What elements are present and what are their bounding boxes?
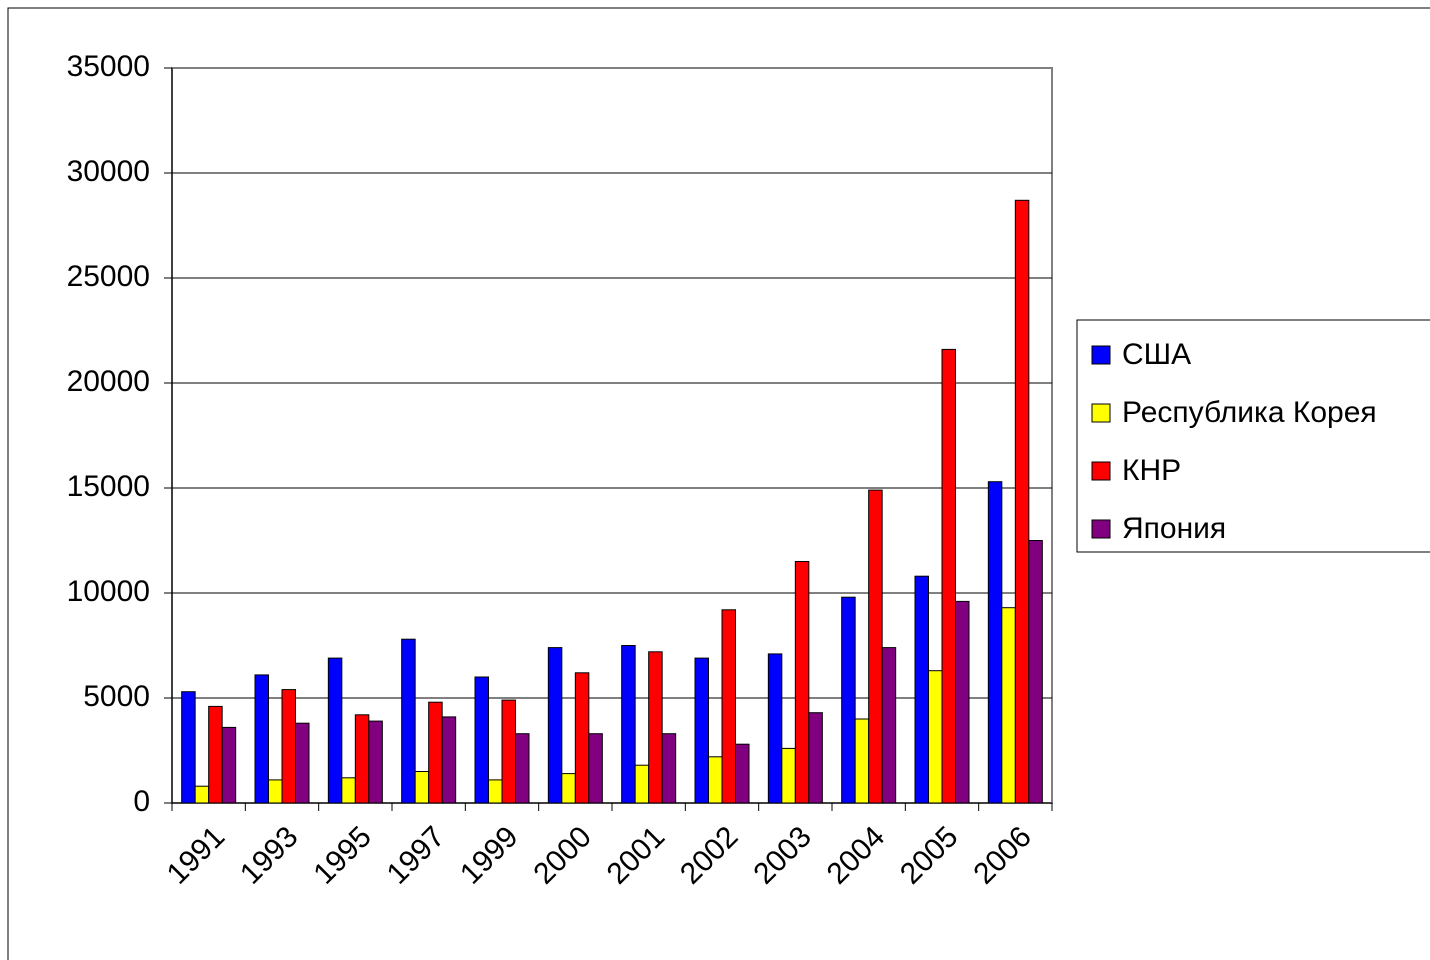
- bar: [928, 670, 943, 804]
- bar: [1001, 607, 1016, 804]
- bar: [221, 726, 237, 804]
- bar: [868, 489, 883, 804]
- bar: [881, 647, 897, 804]
- legend-label: Япония: [1122, 512, 1226, 545]
- bar: [1014, 199, 1030, 804]
- legend-swatch: [1091, 519, 1111, 539]
- bar: [428, 701, 443, 804]
- legend-swatch: [1091, 345, 1111, 365]
- bar: [588, 733, 603, 804]
- y-tick-label: 35000: [67, 50, 150, 83]
- legend-label: Республика Корея: [1122, 396, 1377, 429]
- bar: [574, 672, 590, 804]
- bar: [268, 779, 283, 804]
- bar: [327, 657, 343, 804]
- legend-label: США: [1122, 338, 1191, 371]
- bar: [474, 676, 489, 804]
- bar: [515, 733, 530, 804]
- bar: [735, 743, 750, 804]
- bar: [401, 638, 416, 804]
- bar: [194, 785, 210, 804]
- bar: [854, 718, 870, 804]
- bar: [501, 699, 516, 804]
- y-tick-label: 0: [133, 785, 150, 818]
- bar: [281, 689, 296, 804]
- bar: [721, 609, 736, 804]
- bar: [648, 651, 663, 804]
- bar: [414, 771, 430, 804]
- y-tick-label: 25000: [67, 260, 150, 293]
- y-tick-label: 20000: [67, 365, 150, 398]
- bar: [841, 596, 856, 804]
- bar: [808, 712, 823, 804]
- bar: [547, 647, 563, 804]
- bar: [708, 756, 723, 804]
- bar: [181, 691, 196, 804]
- bar: [208, 705, 223, 804]
- bar: [561, 773, 576, 804]
- bar: [634, 764, 650, 804]
- y-tick-label: 15000: [67, 470, 150, 503]
- legend-box: [1076, 319, 1430, 553]
- bar: [694, 657, 709, 804]
- bar: [621, 645, 636, 804]
- bar: [341, 777, 356, 804]
- bar: [955, 600, 970, 804]
- bar: [354, 714, 370, 804]
- bar: [794, 561, 810, 804]
- legend-swatch: [1091, 461, 1111, 481]
- y-tick-label: 10000: [67, 575, 150, 608]
- bar: [987, 481, 1003, 804]
- y-tick-label: 5000: [83, 680, 150, 713]
- bar: [941, 348, 956, 804]
- bar: [661, 733, 677, 804]
- bar: [368, 720, 383, 804]
- bar: [1028, 540, 1043, 804]
- bar: [781, 747, 796, 804]
- bar: [295, 722, 310, 804]
- y-tick-label: 30000: [67, 155, 150, 188]
- legend-label: КНР: [1122, 454, 1181, 487]
- bar: [254, 674, 269, 804]
- bar: [488, 779, 503, 804]
- bar: [767, 653, 783, 804]
- bar: [914, 575, 929, 804]
- bar: [441, 716, 457, 804]
- legend-swatch: [1091, 403, 1111, 423]
- plot-area: [171, 67, 1053, 804]
